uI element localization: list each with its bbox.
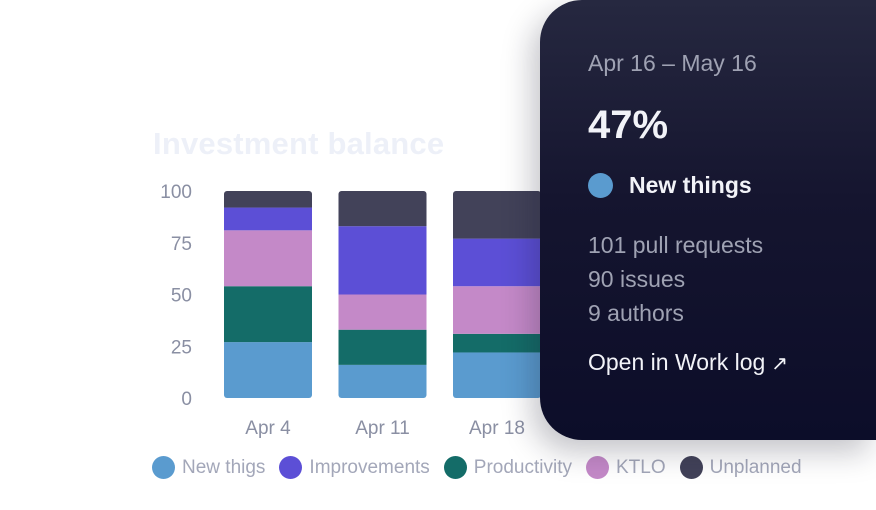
legend-item[interactable]: Improvements	[279, 456, 430, 479]
bar-segment-ktlo[interactable]	[224, 230, 312, 287]
legend-item[interactable]: Unplanned	[679, 456, 802, 479]
chart-legend: New thigs Improvements Productivity KTLO Unp…	[152, 456, 876, 479]
bar-segment-productivity[interactable]	[338, 329, 427, 365]
bar-segment-improvements[interactable]	[453, 238, 541, 287]
bar-stack[interactable]	[453, 191, 541, 398]
tooltip-stats: 101 pull requests 90 issues 9 authors	[588, 228, 763, 330]
legend-label: Unplanned	[709, 456, 802, 478]
legend-item[interactable]: KTLO	[586, 456, 666, 479]
bar-segment-improvements[interactable]	[224, 207, 312, 231]
legend-color-dot	[279, 456, 303, 479]
legend-label: KTLO	[616, 456, 666, 478]
tooltip-percent: 47%	[588, 103, 669, 147]
bar-stack[interactable]	[224, 191, 312, 398]
stat-pull-requests: 101 pull requests	[588, 232, 764, 258]
arrow-up-right-icon: ↗	[771, 353, 789, 375]
tooltip-date-range: Apr 16 – May 16	[588, 50, 757, 76]
y-tick-label: 75	[171, 234, 192, 255]
legend-label: New thigs	[182, 456, 266, 478]
bar-segment-productivity[interactable]	[224, 286, 312, 343]
bar-segment-new-thigs[interactable]	[453, 352, 541, 398]
bar-segment-unplanned[interactable]	[453, 191, 541, 239]
open-in-work-log-label: Open in Work log	[588, 349, 766, 375]
stat-issues: 90 issues	[588, 266, 686, 292]
stat-authors: 9 authors	[588, 300, 684, 326]
tooltip-card: Apr 16 – May 16 47% New things 101 pull …	[540, 0, 876, 440]
category-color-dot	[588, 173, 613, 198]
bar-segment-improvements[interactable]	[338, 226, 427, 295]
legend-item[interactable]: Productivity	[443, 456, 572, 479]
legend-color-dot	[586, 456, 609, 479]
bar-segment-new-thigs[interactable]	[338, 364, 427, 398]
chart-title: Investment balance	[153, 126, 445, 161]
y-tick-label: 0	[181, 389, 192, 410]
x-tick-label: Apr 11	[355, 418, 410, 439]
bar-stack[interactable]	[338, 191, 427, 398]
legend-color-dot	[443, 456, 467, 479]
bar-segment-productivity[interactable]	[453, 333, 541, 353]
legend-color-dot	[679, 456, 703, 479]
bar-segment-unplanned[interactable]	[224, 191, 312, 208]
bar-segment-new-thigs[interactable]	[224, 342, 312, 398]
bar-segment-unplanned[interactable]	[338, 191, 427, 227]
legend-label: Improvements	[309, 456, 430, 478]
x-tick-label: Apr 4	[245, 418, 291, 439]
legend-color-dot	[152, 456, 175, 479]
y-tick-label: 50	[171, 286, 192, 307]
y-tick-label: 25	[171, 337, 192, 358]
tooltip-category: New things	[588, 172, 752, 199]
y-tick-label: 100	[160, 182, 192, 203]
open-in-work-log-link[interactable]: Open in Work log ↗	[588, 349, 788, 376]
legend-label: Productivity	[473, 456, 572, 478]
bar-segment-ktlo[interactable]	[338, 294, 427, 330]
bar-segment-ktlo[interactable]	[453, 286, 541, 334]
tooltip-category-label: New things	[629, 172, 752, 198]
legend-item[interactable]: New thigs	[152, 456, 265, 479]
x-tick-label: Apr 18	[469, 418, 525, 439]
